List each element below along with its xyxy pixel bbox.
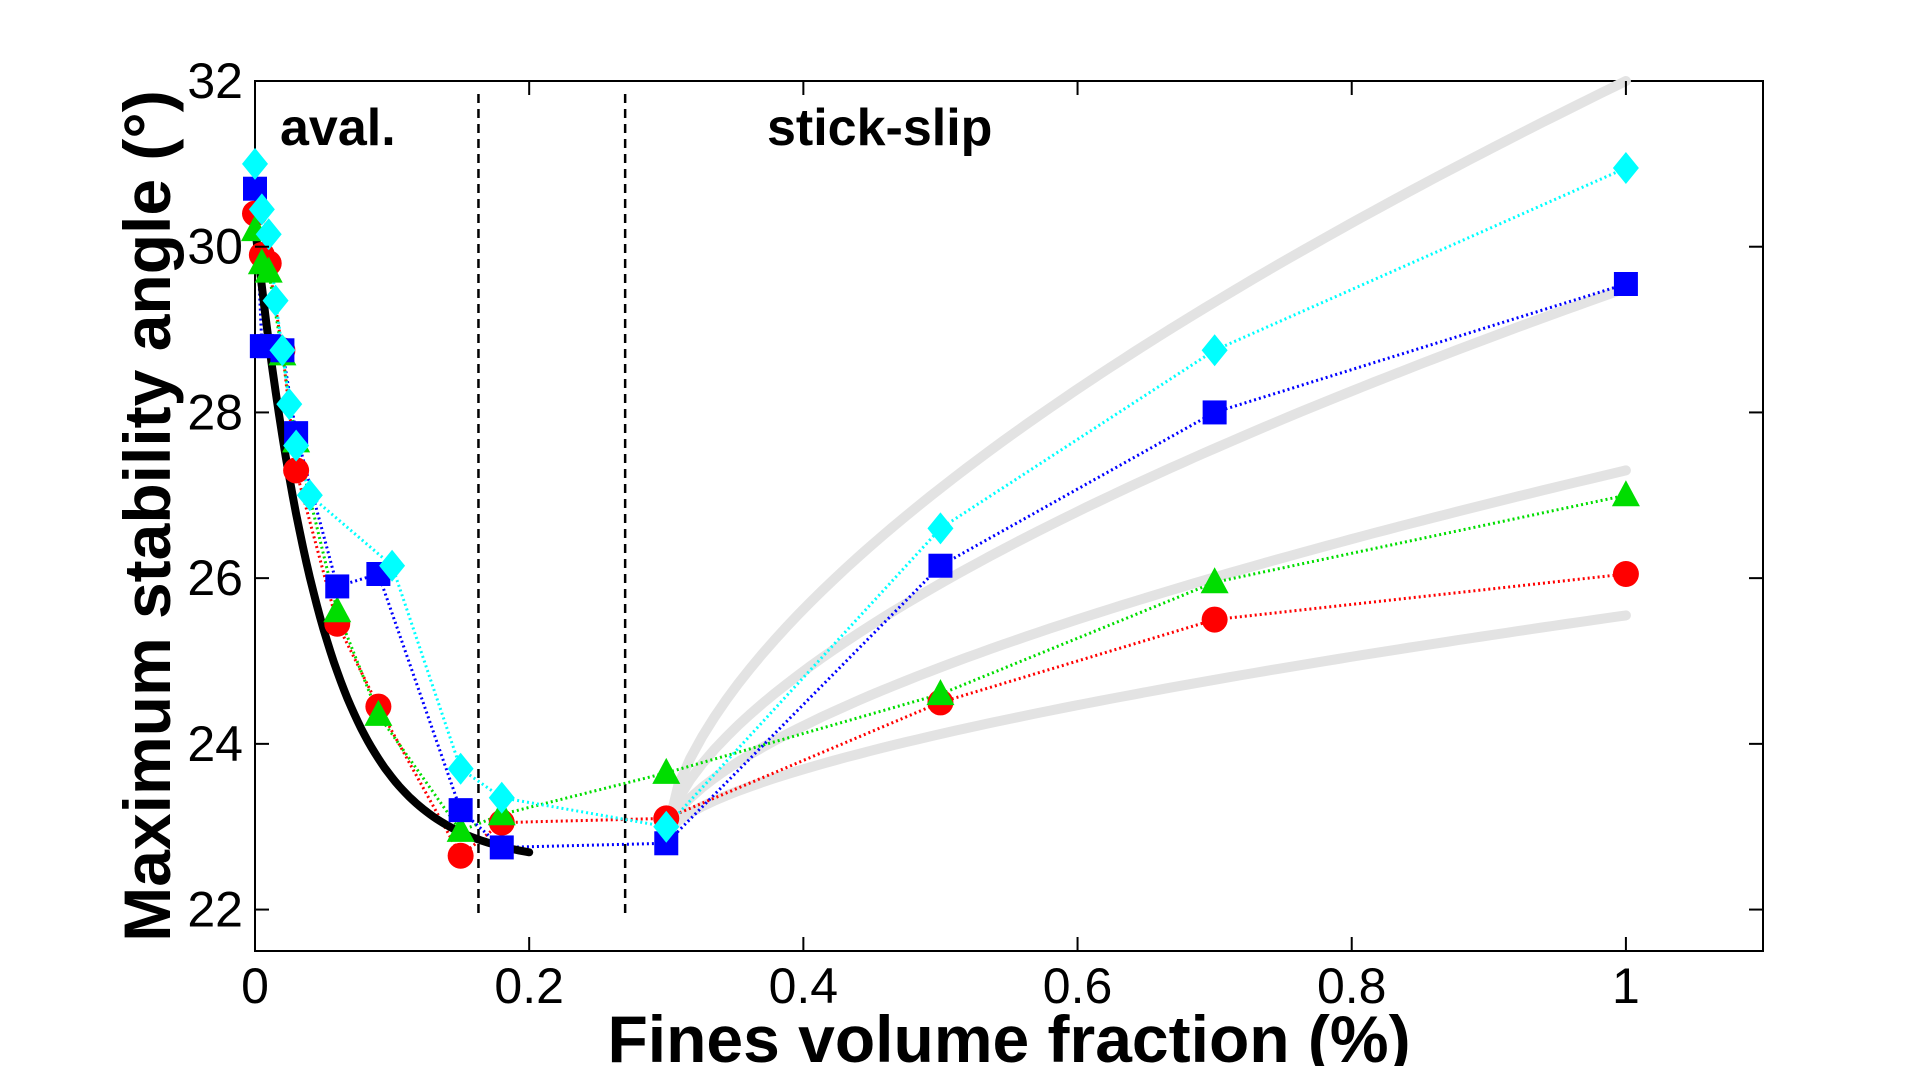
marker-cyan-4 — [269, 334, 296, 367]
marker-green-7 — [446, 815, 475, 842]
marker-blue-5 — [325, 574, 350, 599]
marker-cyan-6 — [283, 429, 310, 462]
marker-blue-11 — [1202, 400, 1227, 425]
marker-red-4 — [283, 457, 310, 484]
marker-cyan-1 — [248, 193, 275, 226]
x-tick-label: 0.8 — [1317, 958, 1387, 1014]
marker-cyan-2 — [255, 218, 282, 251]
marker-red-7 — [447, 842, 474, 869]
black-fit-curve — [251, 222, 534, 857]
marker-green-2 — [254, 256, 283, 283]
marker-cyan-12 — [927, 512, 954, 545]
marker-red-12 — [1612, 561, 1639, 587]
axis-ticks — [254, 80, 1763, 951]
data-markers — [241, 147, 1640, 869]
plot-area — [254, 80, 1764, 952]
y-tick-label: 32 — [187, 53, 243, 109]
marker-green-11 — [1200, 567, 1229, 594]
annotation-stick-slip: stick-slip — [767, 99, 992, 157]
marker-cyan-13 — [1201, 334, 1228, 367]
fit-gray-4 — [661, 610, 1631, 840]
marker-green-6 — [364, 699, 393, 726]
region-dividers — [477, 94, 627, 918]
marker-green-5 — [323, 596, 352, 623]
annotation-aval: aval. — [280, 99, 396, 157]
marker-blue-10 — [928, 553, 953, 578]
black-fit — [251, 222, 534, 857]
marker-cyan-3 — [262, 284, 289, 317]
marker-green-10 — [926, 679, 955, 706]
marker-red-11 — [1201, 606, 1228, 633]
y-tick-label: 30 — [187, 219, 243, 275]
marker-green-9 — [652, 757, 681, 784]
x-axis-label: Fines volume fraction (%) — [607, 1002, 1410, 1066]
y-tick-label: 26 — [187, 550, 243, 606]
x-tick-label: 0.6 — [1043, 958, 1113, 1014]
fit-gray-1 — [661, 76, 1631, 840]
x-tick-label: 0.4 — [769, 958, 839, 1014]
marker-cyan-11 — [653, 810, 680, 843]
y-tick-label: 22 — [187, 882, 243, 938]
marker-cyan-8 — [379, 549, 406, 582]
x-tick-label: 0.2 — [494, 958, 564, 1014]
x-tick-label: 1 — [1612, 958, 1640, 1014]
marker-cyan-14 — [1612, 152, 1639, 184]
marker-green-12 — [1611, 480, 1640, 507]
marker-cyan-9 — [447, 752, 474, 785]
marker-blue-12 — [1613, 272, 1638, 296]
marker-cyan-0 — [242, 147, 268, 180]
marker-cyan-7 — [296, 479, 323, 512]
marker-cyan-10 — [488, 781, 515, 814]
y-tick-label: 24 — [187, 716, 243, 772]
marker-cyan-5 — [276, 388, 303, 421]
marker-blue-8 — [489, 835, 514, 860]
fit-gray-3 — [661, 465, 1631, 840]
x-tick-label: 0 — [241, 958, 269, 1014]
axis-labels: 0 0.2 0.4 0.6 0.8 1 22 24 26 28 30 32 — [187, 53, 1639, 1014]
y-axis-label: Maximum stability angle (°) — [110, 90, 184, 942]
y-tick-label: 28 — [187, 384, 243, 440]
marker-blue-7 — [448, 798, 473, 823]
